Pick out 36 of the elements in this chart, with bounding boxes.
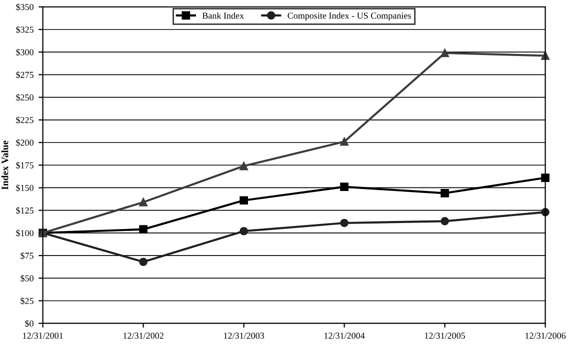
y-tick-label: $125: [16, 206, 34, 214]
y-tick-label: $300: [16, 48, 34, 56]
y-tick-label: $0: [25, 320, 34, 328]
point: [139, 258, 148, 266]
point: [440, 217, 449, 226]
y-tick-label: $25: [20, 297, 34, 305]
point: [440, 48, 449, 58]
point: [340, 182, 348, 191]
y-tick-label: $200: [16, 139, 34, 146]
y-tick-label: $350: [16, 3, 34, 11]
y-tick-label: $100: [16, 230, 34, 237]
x-tick-label: 12/31/2001: [23, 332, 63, 339]
point: [340, 137, 348, 146]
point: [340, 218, 348, 228]
point: [139, 225, 148, 234]
point: [139, 198, 148, 206]
y-axis-title: Index Value: [1, 140, 8, 190]
point: [440, 188, 449, 198]
point: [240, 196, 248, 205]
y-tick-label: $225: [16, 116, 34, 124]
point: [240, 226, 248, 236]
y-tick-label: $150: [16, 184, 34, 192]
y-tick-label: $50: [20, 274, 34, 282]
legend-label: Composite Index - US Companies: [288, 12, 411, 21]
x-tick-label: 12/31/2004: [324, 332, 365, 339]
x-tick-label: 12/31/2002: [124, 332, 164, 339]
x-tick-label: 12/31/2005: [425, 332, 466, 339]
legend-label: Bank Index: [202, 12, 244, 19]
point: [240, 162, 248, 170]
y-tick-label: $75: [20, 252, 34, 260]
y-tick-label: $175: [16, 162, 34, 169]
y-tick-label: $275: [16, 71, 34, 79]
y-tick-label: $250: [16, 94, 34, 102]
y-tick-label: $325: [16, 26, 34, 34]
x-tick-label: 12/31/2006: [526, 332, 566, 339]
x-tick-label: 12/31/2003: [224, 332, 264, 339]
